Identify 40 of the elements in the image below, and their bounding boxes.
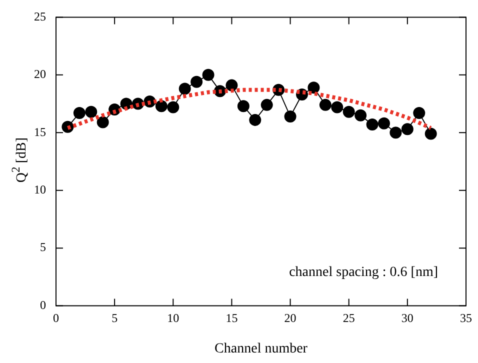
x-tick-label: 0 (53, 311, 59, 326)
x-tick-label: 20 (284, 311, 296, 326)
point (390, 126, 402, 139)
point (378, 117, 390, 130)
point (284, 110, 296, 122)
y-tick-label: 25 (34, 9, 46, 24)
point (331, 101, 344, 114)
point (260, 98, 273, 111)
point (308, 82, 320, 94)
point (155, 100, 168, 112)
x-tick-label: 5 (112, 311, 118, 326)
point (319, 98, 332, 111)
point (342, 106, 355, 118)
x-axis-title: Channel number (214, 341, 308, 356)
x-tick-label: 25 (342, 311, 355, 326)
x-tick-label: 35 (460, 311, 472, 326)
point (249, 114, 262, 126)
y-tick-label: 15 (34, 124, 46, 139)
point (226, 79, 238, 92)
point (85, 106, 98, 118)
point (413, 107, 426, 120)
point (237, 100, 250, 112)
point (202, 68, 214, 81)
point (354, 109, 367, 122)
point (96, 116, 109, 128)
point (190, 76, 203, 88)
point (73, 107, 86, 120)
x-tick-label: 15 (226, 311, 238, 326)
x-tick-label: 30 (401, 311, 414, 326)
point (167, 101, 180, 114)
y-tick-label: 10 (34, 182, 46, 197)
point (178, 82, 191, 95)
point (424, 128, 437, 140)
y-tick-label: 5 (40, 240, 46, 254)
y-tick-label: 0 (40, 298, 46, 312)
y-tick-label: 20 (34, 67, 46, 82)
point (366, 118, 378, 131)
annotation: channel spacing : 0.6 [nm] (289, 264, 438, 280)
x-tick-label: 10 (167, 311, 180, 326)
point (401, 123, 414, 136)
